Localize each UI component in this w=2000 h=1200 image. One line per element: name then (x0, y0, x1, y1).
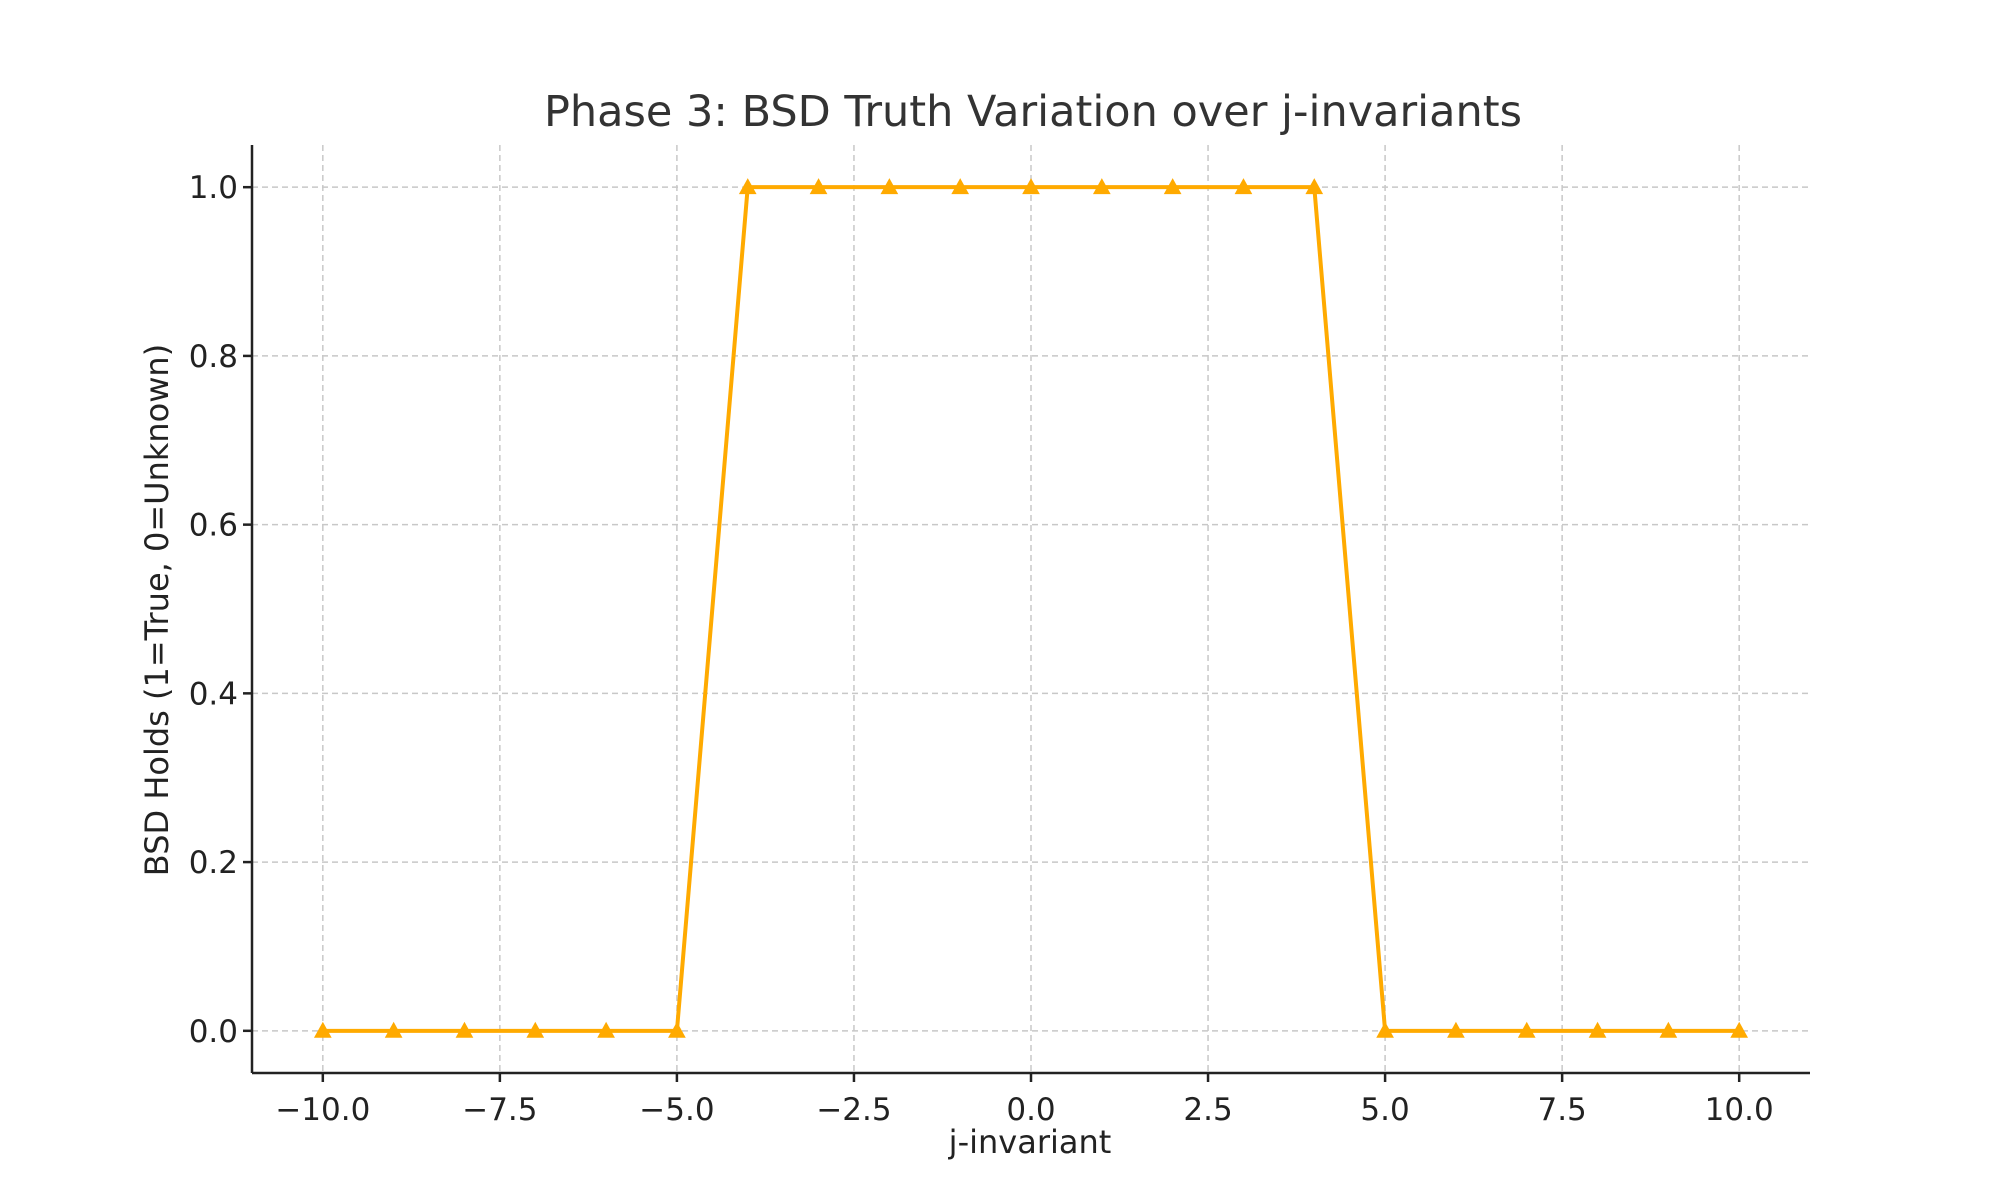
x-tick-label: −10.0 (275, 1092, 370, 1128)
grid (252, 145, 1810, 1073)
data-point-marker (1659, 1021, 1678, 1038)
data-point-marker (738, 178, 757, 195)
x-tick-label: 2.5 (1183, 1092, 1232, 1128)
x-tick-label: 10.0 (1705, 1092, 1774, 1128)
y-axis-label: BSD Holds (1=True, 0=Unknown) (138, 344, 176, 876)
data-point-marker (1092, 178, 1111, 195)
series-layer (313, 178, 1749, 1038)
y-tick-label: 0.8 (189, 339, 238, 375)
data-point-marker (1163, 178, 1182, 195)
y-tick-label: 0.4 (189, 676, 238, 712)
y-tick-label: 0.6 (189, 508, 238, 544)
x-tick-label: −5.0 (639, 1092, 714, 1128)
data-point-marker (1022, 178, 1040, 195)
chart-title: Phase 3: BSD Truth Variation over j-inva… (544, 87, 1522, 137)
data-point-marker (668, 1021, 686, 1038)
ticks: −10.0 −7.5 −5.0 −2.5 0.0 2.5 5.0 7.5 10.0 0.0 0.2 0… (189, 170, 1774, 1128)
data-point-marker (880, 178, 899, 195)
x-axis-label: j-invariant (948, 1123, 1112, 1161)
data-point-marker (1447, 1021, 1465, 1038)
x-tick-label: 7.5 (1537, 1092, 1586, 1128)
data-point-marker (951, 178, 970, 195)
data-point-marker (455, 1021, 474, 1038)
x-tick-label: −2.5 (816, 1092, 891, 1128)
data-point-marker (313, 1021, 332, 1038)
y-tick-label: 0.0 (189, 1014, 238, 1050)
data-point-marker (809, 178, 828, 195)
data-point-marker (1234, 178, 1253, 195)
x-tick-label: 0.0 (1006, 1092, 1055, 1128)
data-point-marker (1305, 178, 1324, 195)
data-point-marker (384, 1021, 403, 1038)
x-tick-label: −7.5 (462, 1092, 537, 1128)
data-point-marker (1588, 1021, 1607, 1038)
y-tick-label: 1.0 (189, 170, 238, 206)
data-point-marker (597, 1021, 615, 1038)
data-point-marker (1730, 1021, 1749, 1038)
data-point-marker (1376, 1021, 1394, 1038)
y-tick-label: 0.2 (189, 845, 238, 881)
x-tick-label: 5.0 (1360, 1092, 1409, 1128)
data-point-marker (526, 1021, 545, 1038)
data-point-marker (1517, 1021, 1536, 1038)
